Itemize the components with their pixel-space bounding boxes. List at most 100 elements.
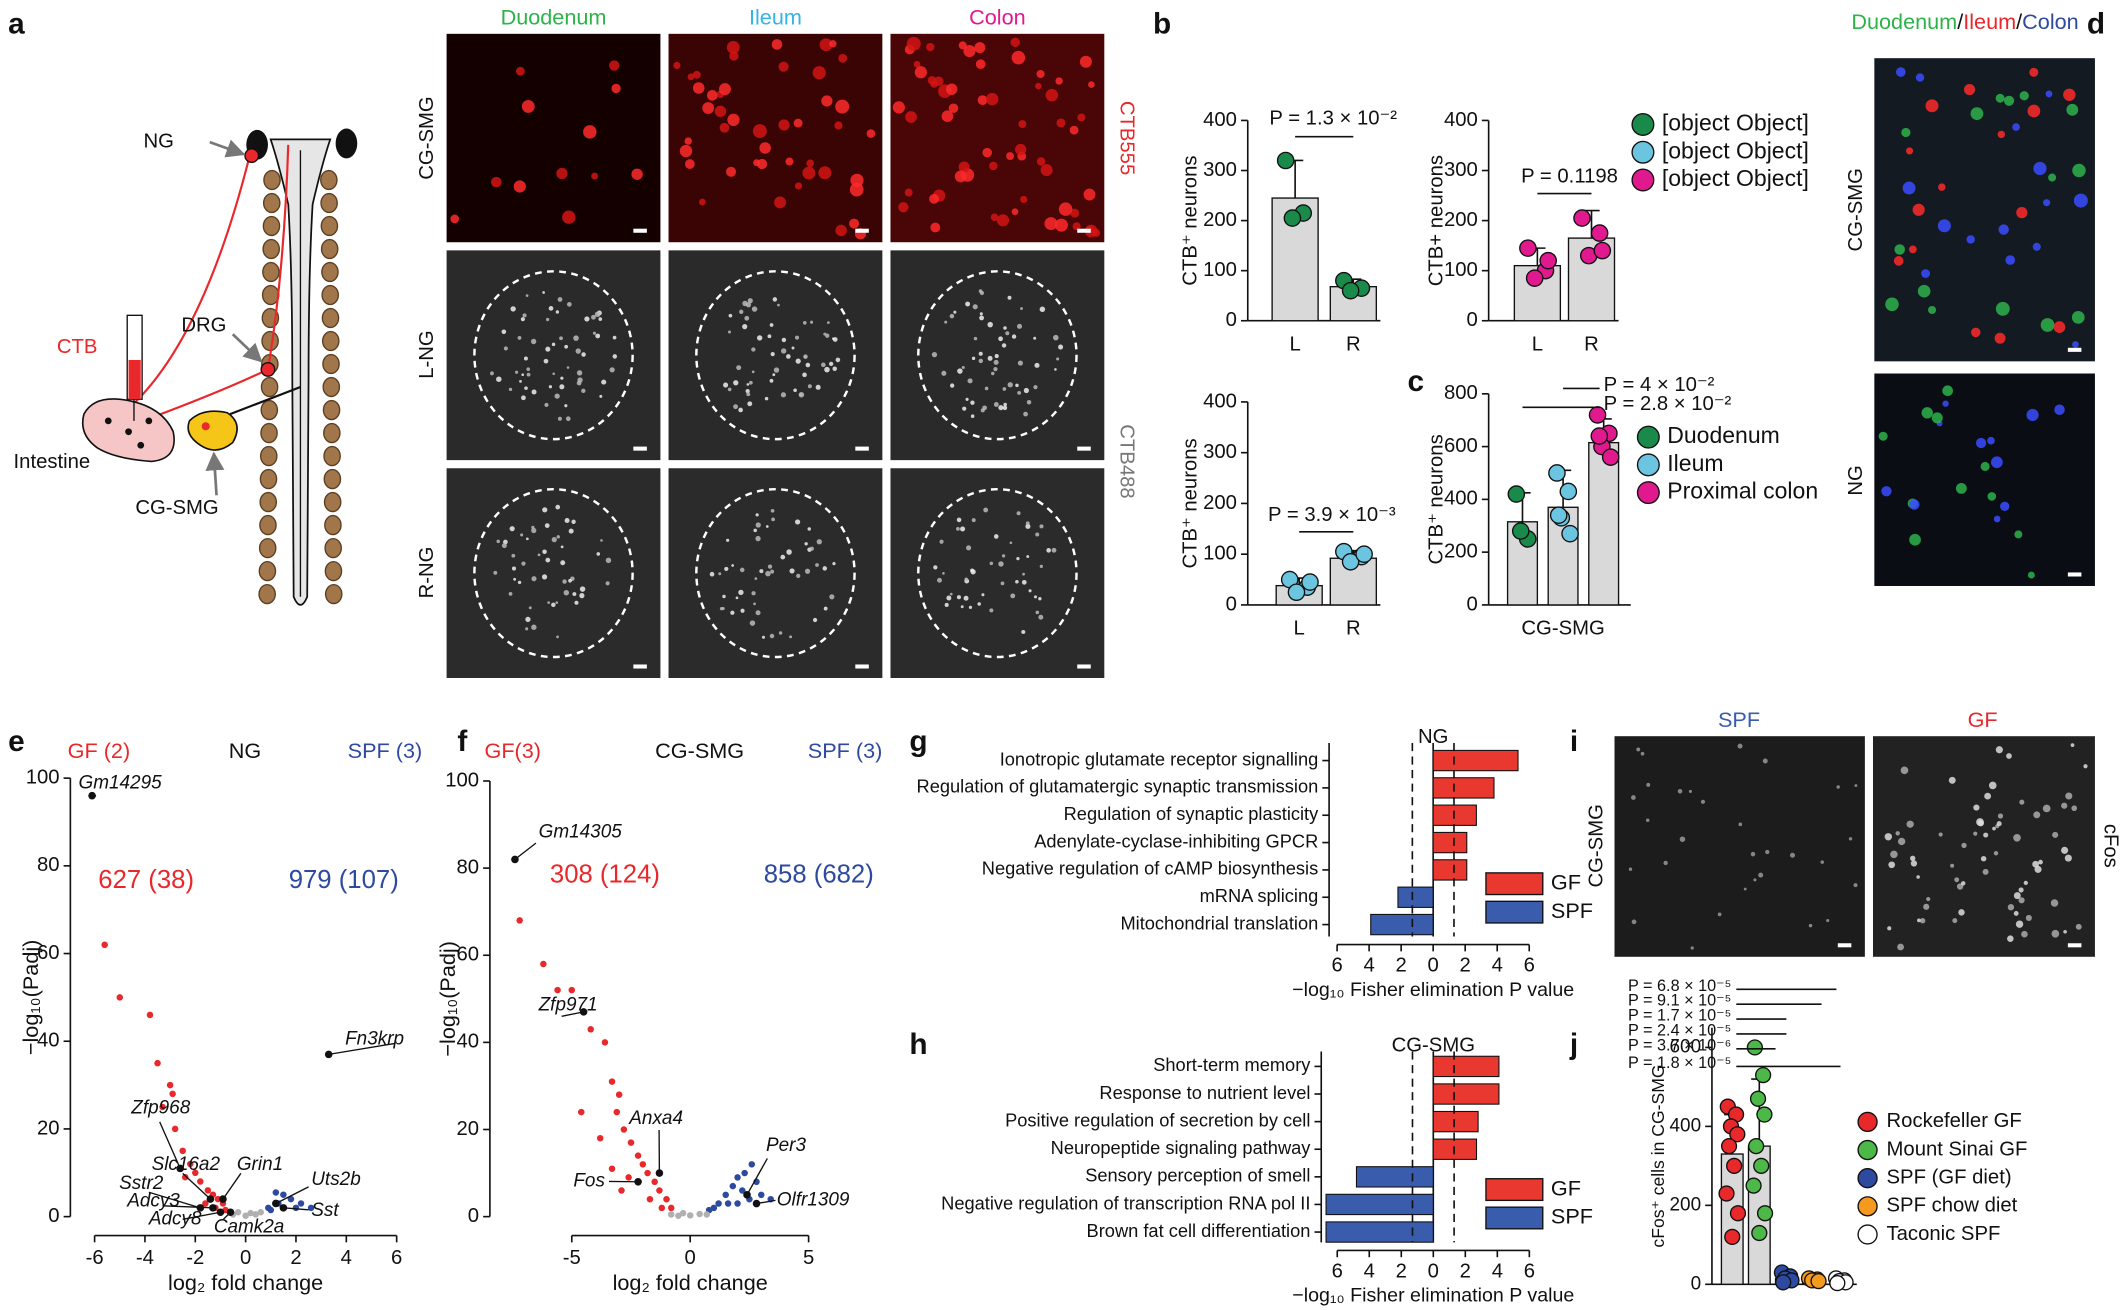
- cell: [1015, 383, 1019, 388]
- data-point: [703, 1211, 711, 1218]
- data-point: [516, 917, 523, 924]
- scale-bar: [1077, 446, 1091, 451]
- cell: [752, 124, 767, 139]
- vertebra: [258, 537, 277, 559]
- y-tick-label: 100: [445, 769, 479, 791]
- x-tick-label: 2: [1460, 955, 1471, 977]
- cell: [793, 118, 803, 128]
- vertebra: [324, 514, 342, 536]
- cell: [543, 358, 549, 364]
- cell: [945, 83, 958, 95]
- data-point: [146, 1011, 154, 1019]
- cell: [983, 507, 989, 513]
- micrograph: [1614, 736, 1865, 957]
- category-label: Adenylate-cyclase-inhibiting GPCR: [1034, 830, 1318, 851]
- cell: [770, 352, 775, 357]
- cell: [2018, 897, 2025, 904]
- data-point: [601, 1039, 609, 1046]
- cell: [1016, 557, 1020, 561]
- scale-bar: [1837, 943, 1852, 948]
- cell: [520, 533, 524, 537]
- cell: [1039, 564, 1043, 568]
- cell: [1887, 926, 1892, 931]
- cell: [806, 159, 815, 168]
- cell: [756, 335, 763, 341]
- data-point: [729, 1182, 737, 1190]
- cell: [1020, 195, 1028, 204]
- cell: [714, 105, 727, 118]
- outline: [695, 488, 856, 659]
- panel-letter: j: [1569, 1028, 1578, 1061]
- cell: [531, 389, 537, 395]
- scale-bar: [855, 664, 869, 669]
- p-value: P = 6.8 × 10⁻⁵: [1628, 977, 1731, 995]
- cell: [973, 336, 978, 341]
- cell: [934, 76, 944, 86]
- cell: [563, 589, 570, 596]
- cell: [829, 594, 835, 600]
- panel-letter: f: [457, 725, 467, 758]
- cell: [2013, 892, 2021, 900]
- cell: [727, 113, 740, 126]
- cell: [1909, 499, 1920, 510]
- data-point: [192, 1169, 199, 1177]
- cell: [1995, 301, 2010, 316]
- cell: [2033, 161, 2047, 176]
- vertebra: [321, 307, 340, 329]
- gene-count: 308 (124): [550, 860, 660, 888]
- cell: [513, 180, 526, 193]
- cell: [755, 513, 759, 517]
- leader-line: [328, 1042, 396, 1056]
- cell: [2052, 831, 2059, 838]
- cell: [1677, 789, 1683, 794]
- leader-line: [148, 1191, 201, 1209]
- cell: [545, 346, 551, 352]
- y-tick-label: 0: [48, 1205, 59, 1227]
- cell: [819, 38, 833, 52]
- column-label: Ileum: [749, 5, 802, 30]
- legend-label: Mount Sinai GF: [1887, 1138, 2028, 1160]
- cell: [596, 552, 601, 556]
- x-tick-label: 4: [1363, 955, 1374, 977]
- legend-marker: [1857, 1111, 1878, 1133]
- cell: [1015, 579, 1019, 584]
- y-tick-label: 20: [457, 1118, 480, 1140]
- x-tick-label: R: [1346, 333, 1361, 355]
- cell: [1001, 554, 1006, 558]
- data-point: [234, 1208, 242, 1216]
- cell: [1017, 360, 1023, 366]
- cell: [513, 577, 517, 581]
- x-axis-label: −log₁₀ Fisher elimination P value: [1292, 979, 1574, 1001]
- cell: [1038, 597, 1042, 601]
- cell: [989, 561, 994, 566]
- data-point: [1720, 1138, 1738, 1155]
- cell: [2066, 103, 2079, 116]
- micrograph-grid: Duodenum Ileum Colon CG-SMG L-NG R-NG CT…: [416, 5, 1138, 599]
- cell: [503, 346, 508, 351]
- cell: [521, 99, 535, 113]
- cell: [699, 198, 706, 206]
- data-point: [197, 1178, 204, 1185]
- bar: [1588, 441, 1620, 606]
- cell: [1894, 244, 1905, 255]
- cell: [1033, 595, 1038, 599]
- cell: [557, 297, 563, 302]
- cell: [1960, 881, 1966, 886]
- group-label: SPF (3): [348, 738, 423, 763]
- cell: [2063, 929, 2067, 934]
- cell: [1987, 436, 1995, 445]
- data-point: [596, 1134, 604, 1142]
- cell: [1750, 851, 1756, 857]
- vertebra: [260, 422, 278, 444]
- cell: [684, 159, 695, 169]
- cell: [795, 335, 800, 340]
- cell: [803, 355, 807, 359]
- data-point: [578, 1108, 585, 1116]
- data-point: [202, 1200, 209, 1207]
- cell: [572, 592, 577, 596]
- group-label: SPF (3): [808, 738, 883, 763]
- y-tick-label: 60: [37, 942, 60, 964]
- cell: [557, 416, 562, 421]
- data-point: [154, 1059, 161, 1067]
- leader-line: [182, 1211, 221, 1220]
